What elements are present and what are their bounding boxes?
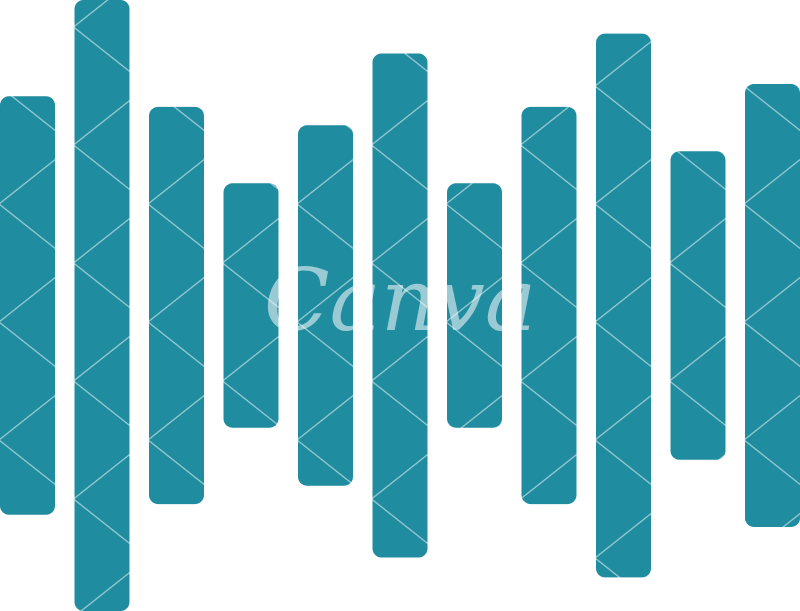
sound-wave-bar [74, 0, 130, 611]
sound-wave-bar [223, 183, 279, 428]
sound-wave-bar [0, 96, 55, 515]
sound-wave-bar [372, 53, 428, 558]
sound-wave-bar [596, 33, 651, 578]
sound-wave-bar [447, 183, 502, 428]
sound-wave-bar [745, 84, 800, 527]
sound-wave-bar [149, 106, 204, 505]
sound-wave-bar [298, 125, 353, 486]
sound-wave-bar [521, 106, 577, 505]
sound-wave-bar [670, 151, 726, 460]
